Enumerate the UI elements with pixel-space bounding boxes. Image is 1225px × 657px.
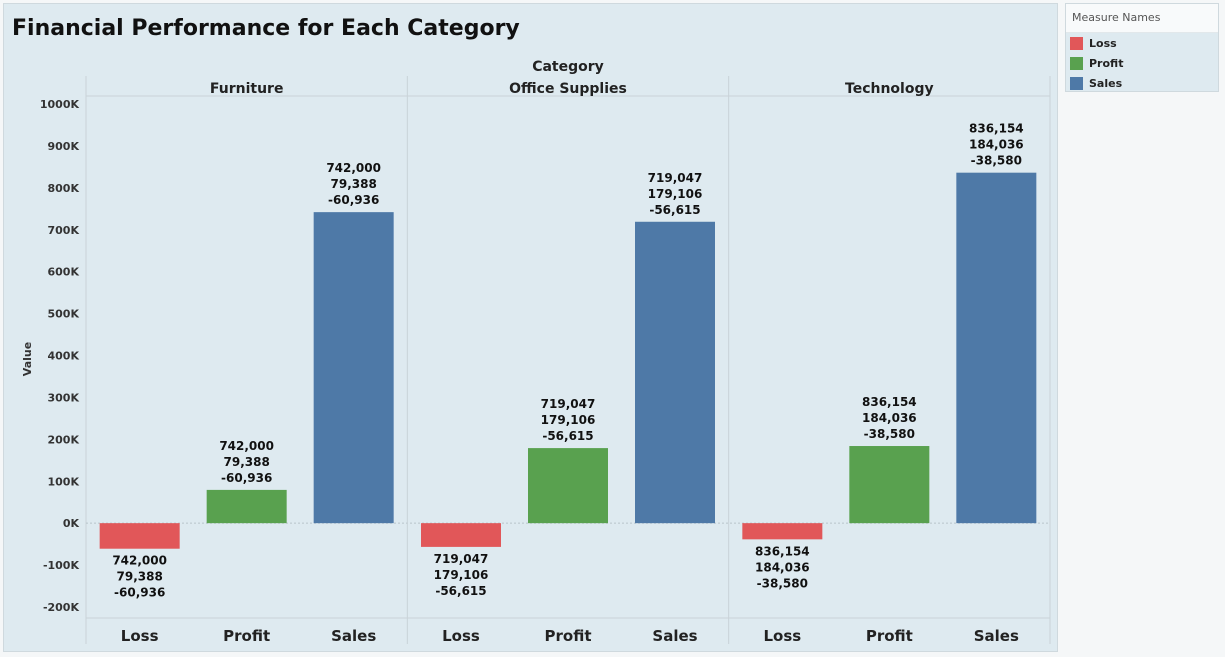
data-label: 184,036 (862, 411, 917, 425)
data-label: -60,936 (328, 193, 379, 207)
chart-title: Financial Performance for Each Category (12, 16, 520, 41)
x-tick-label: Sales (652, 627, 697, 645)
y-tick-label: -200K (43, 601, 80, 614)
y-tick-label: 100K (48, 475, 80, 488)
legend-title: Measure Names (1066, 4, 1218, 33)
x-tick-label: Profit (866, 627, 913, 645)
legend-item-sales[interactable]: Sales (1066, 73, 1218, 93)
y-tick-label: 900K (48, 140, 80, 153)
data-label: 184,036 (969, 138, 1024, 152)
bar-profit (849, 446, 930, 524)
panel-header-technology: Technology (845, 81, 934, 97)
legend: Measure Names Loss Profit Sales (1065, 3, 1219, 92)
column-header-label: Category (532, 59, 604, 75)
data-label: 836,154 (755, 544, 810, 558)
data-label: 179,106 (648, 187, 703, 201)
bar-profit (206, 489, 287, 524)
y-tick-label: -100K (43, 559, 80, 572)
y-tick-label: 1000K (40, 98, 80, 111)
data-label: -38,580 (864, 427, 915, 441)
data-label: 719,047 (541, 397, 596, 411)
x-tick-label: Sales (974, 627, 1019, 645)
data-label: -56,615 (435, 584, 486, 598)
y-tick-label: 200K (48, 433, 80, 446)
data-label: 184,036 (755, 560, 810, 574)
data-label: 836,154 (862, 395, 917, 409)
data-label: -60,936 (221, 471, 272, 485)
data-label: 719,047 (648, 171, 703, 185)
x-tick-label: Profit (223, 627, 270, 645)
y-tick-label: 600K (48, 266, 80, 279)
data-label: -56,615 (542, 429, 593, 443)
legend-swatch-sales (1070, 76, 1083, 90)
data-label: -38,580 (757, 576, 808, 590)
data-label: 179,106 (434, 568, 489, 582)
panel-header-office-supplies: Office Supplies (509, 81, 627, 97)
legend-label-sales: Sales (1089, 76, 1123, 90)
bar-loss (99, 523, 180, 549)
x-tick-label: Profit (545, 627, 592, 645)
x-tick-label: Sales (331, 627, 376, 645)
legend-swatch-profit (1070, 56, 1083, 70)
data-label: -60,936 (114, 586, 165, 600)
bar-loss (742, 523, 823, 540)
panel-header-furniture: Furniture (210, 81, 284, 97)
y-axis-title: Value (21, 342, 34, 376)
data-label: 179,106 (541, 413, 596, 427)
y-tick-label: 300K (48, 391, 80, 404)
data-label: -38,580 (971, 154, 1022, 168)
data-label: 742,000 (112, 554, 167, 568)
data-label: 79,388 (224, 455, 270, 469)
bar-loss (421, 523, 501, 547)
data-label: 79,388 (117, 570, 163, 584)
y-tick-label: 700K (48, 224, 80, 237)
data-label: 719,047 (434, 552, 489, 566)
legend-item-loss[interactable]: Loss (1066, 33, 1218, 53)
y-tick-label: 400K (48, 350, 80, 363)
x-tick-label: Loss (442, 627, 480, 645)
data-label: 742,000 (326, 161, 381, 175)
x-tick-label: Loss (121, 627, 159, 645)
data-label: 742,000 (219, 439, 274, 453)
y-tick-label: 0K (63, 517, 80, 530)
y-tick-label: 500K (48, 308, 80, 321)
x-tick-label: Loss (763, 627, 801, 645)
chart-panel: Financial Performance for Each Category … (3, 3, 1058, 652)
bar-sales (313, 212, 394, 524)
data-label: 836,154 (969, 122, 1024, 136)
legend-label-profit: Profit (1089, 56, 1124, 70)
bar-sales (956, 172, 1037, 524)
legend-swatch-loss (1070, 36, 1083, 50)
bar-sales (635, 221, 715, 524)
legend-label-loss: Loss (1089, 36, 1117, 50)
bar-profit (528, 448, 608, 524)
data-label: -56,615 (649, 203, 700, 217)
data-label: 79,388 (331, 177, 377, 191)
y-tick-label: 800K (48, 182, 80, 195)
chart-svg: Category 1000K 900K 800K 700K 600K 500K 400K 300… (21, 59, 1051, 645)
legend-item-profit[interactable]: Profit (1066, 53, 1218, 73)
